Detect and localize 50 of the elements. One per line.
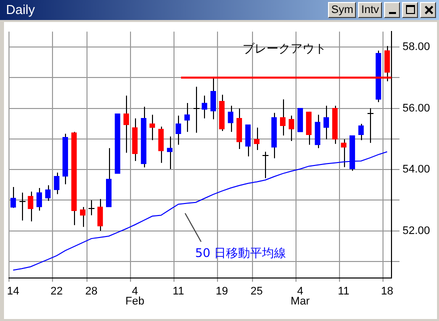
x-tick-label: 25 xyxy=(250,285,263,298)
x-tick-label: 11 xyxy=(338,285,350,298)
x-tick-label: 4 xyxy=(132,285,138,298)
candlestick xyxy=(262,151,269,179)
candlestick xyxy=(193,86,200,134)
x-tick-label: 28 xyxy=(85,285,98,298)
x-tick-label: 18 xyxy=(381,285,394,298)
candlestick xyxy=(314,114,320,149)
candlestick xyxy=(45,184,51,202)
candlestick xyxy=(54,172,60,195)
x-tick-label: 22 xyxy=(50,285,63,298)
candlestick xyxy=(28,191,34,222)
x-tick-label: 14 xyxy=(7,285,20,298)
candlestick xyxy=(306,111,312,146)
candlestick xyxy=(80,206,86,228)
candlestick xyxy=(10,186,16,208)
x-tick-label: 11 xyxy=(172,285,184,298)
y-tick-label: 58.00 xyxy=(402,40,430,53)
candlestick xyxy=(176,115,182,146)
candlestick xyxy=(340,138,346,168)
candlestick xyxy=(184,102,190,132)
ref-line-label: ブレークアウト xyxy=(242,42,326,56)
x-tick-label: 4 xyxy=(297,285,304,298)
chart-title: Daily xyxy=(6,2,35,17)
candlestick xyxy=(158,126,164,164)
text: Feb xyxy=(125,295,144,308)
candlestick xyxy=(358,123,364,141)
candlestick xyxy=(202,95,208,119)
candlestick xyxy=(88,200,95,216)
text: Intv xyxy=(358,2,382,18)
candlestick xyxy=(123,95,130,154)
candlestick xyxy=(323,105,330,140)
candlestick xyxy=(245,124,251,157)
y-tick-label: 56.00 xyxy=(402,102,430,114)
candlestick xyxy=(149,114,156,141)
candlestick xyxy=(210,77,216,120)
x-tick-label: 19 xyxy=(216,285,228,298)
candlestick xyxy=(280,98,286,136)
y-tick-label: 52.00 xyxy=(402,224,430,237)
text: 50 日移動平均線 xyxy=(195,246,286,260)
y-tick-label: 54.00 xyxy=(402,164,430,176)
text: Mar xyxy=(290,295,310,308)
candlestick xyxy=(97,198,103,232)
candlestick xyxy=(36,187,42,212)
candlestick xyxy=(288,115,294,142)
candlestick xyxy=(236,108,242,150)
text: Sym xyxy=(328,2,356,18)
candlestick xyxy=(19,192,26,221)
candlestick xyxy=(367,108,374,144)
candlestick xyxy=(228,105,234,132)
